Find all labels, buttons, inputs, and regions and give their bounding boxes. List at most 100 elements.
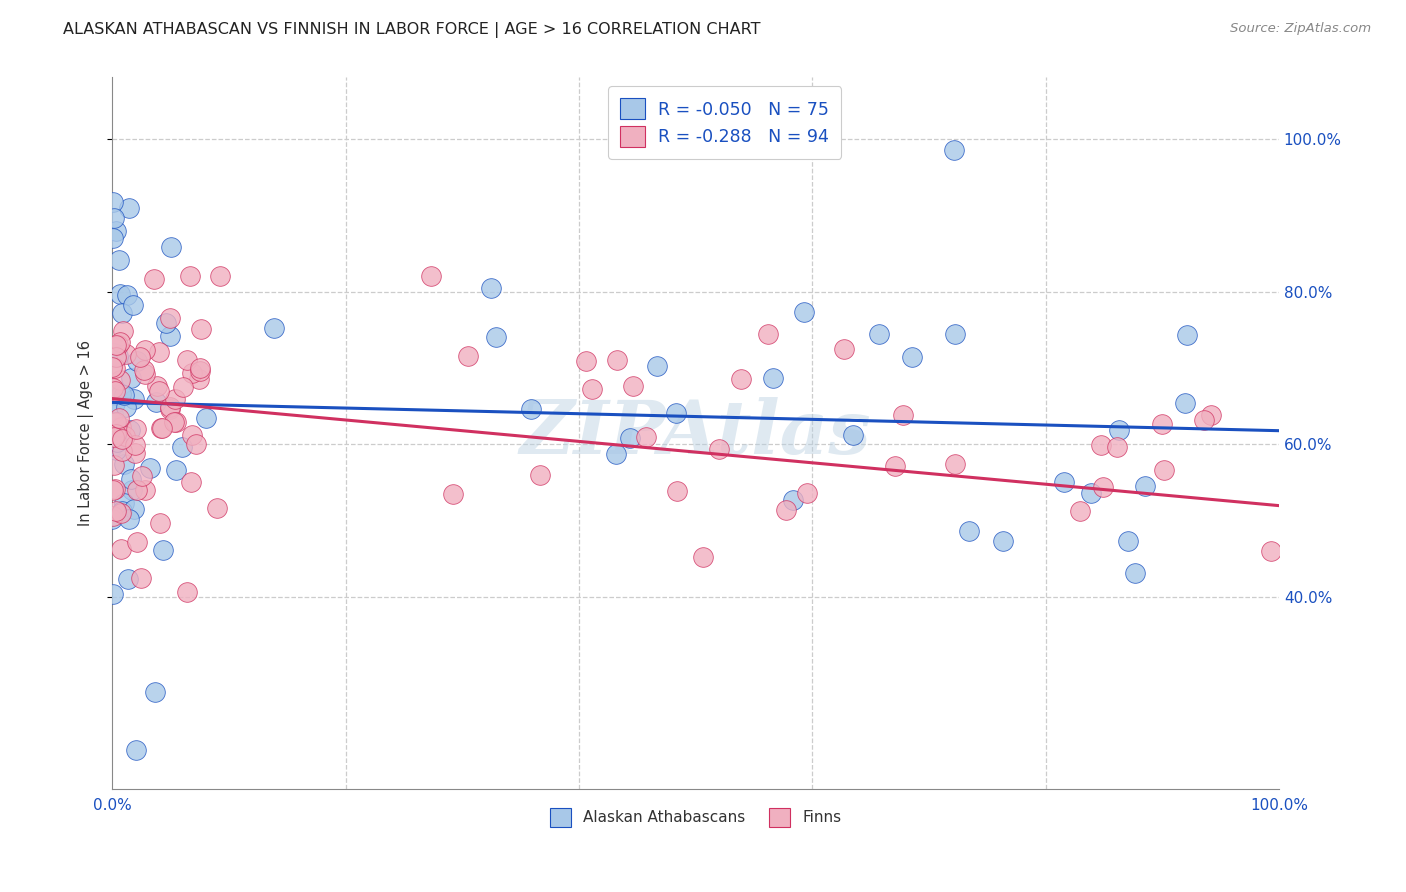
Point	[101, 381, 124, 395]
Point	[134, 367, 156, 381]
Point	[1108, 423, 1130, 437]
Point	[692, 549, 714, 564]
Point	[103, 458, 125, 473]
Point	[110, 542, 132, 557]
Point	[134, 483, 156, 497]
Point	[520, 401, 543, 416]
Point	[111, 433, 134, 447]
Point	[775, 503, 797, 517]
Point	[181, 367, 204, 381]
Point	[122, 298, 145, 312]
Text: ZIPAtlas: ZIPAtlas	[520, 397, 872, 469]
Point	[160, 240, 183, 254]
Point	[529, 468, 551, 483]
Point	[165, 463, 187, 477]
Point	[104, 384, 127, 398]
Point	[105, 415, 128, 429]
Point	[155, 316, 177, 330]
Point	[104, 483, 127, 497]
Point	[114, 347, 136, 361]
Point	[1105, 441, 1128, 455]
Point	[190, 322, 212, 336]
Point	[101, 440, 124, 454]
Point	[124, 437, 146, 451]
Text: Source: ZipAtlas.com: Source: ZipAtlas.com	[1230, 22, 1371, 36]
Point	[606, 353, 628, 368]
Point	[575, 354, 598, 368]
Point	[114, 401, 136, 415]
Point	[110, 506, 132, 520]
Point	[1091, 480, 1114, 494]
Point	[105, 351, 128, 365]
Point	[842, 428, 865, 442]
Point	[104, 443, 127, 458]
Point	[101, 360, 124, 375]
Point	[101, 387, 124, 401]
Point	[112, 458, 135, 472]
Point	[943, 457, 966, 471]
Point	[621, 379, 644, 393]
Point	[108, 411, 131, 425]
Point	[110, 387, 132, 401]
Point	[143, 272, 166, 286]
Point	[101, 587, 124, 601]
Point	[143, 685, 166, 699]
Point	[1090, 438, 1112, 452]
Y-axis label: In Labor Force | Age > 16: In Labor Force | Age > 16	[79, 340, 94, 526]
Point	[1199, 408, 1222, 422]
Point	[107, 350, 129, 364]
Point	[149, 516, 172, 530]
Point	[1174, 396, 1197, 410]
Point	[605, 447, 627, 461]
Point	[128, 350, 150, 364]
Point	[188, 364, 211, 378]
Point	[104, 504, 127, 518]
Point	[179, 475, 201, 489]
Point	[186, 436, 208, 450]
Point	[1260, 543, 1282, 558]
Point	[707, 442, 730, 457]
Point	[188, 360, 211, 375]
Point	[756, 327, 779, 342]
Point	[111, 306, 134, 320]
Point	[134, 343, 156, 357]
Point	[120, 472, 142, 486]
Point	[205, 501, 228, 516]
Point	[115, 287, 138, 301]
Point	[112, 496, 135, 510]
Point	[1123, 566, 1146, 581]
Point	[868, 326, 890, 341]
Point	[127, 354, 149, 368]
Point	[159, 329, 181, 343]
Point	[162, 415, 184, 429]
Point	[484, 330, 506, 344]
Point	[111, 432, 134, 446]
Point	[108, 334, 131, 349]
Point	[1192, 413, 1215, 427]
Point	[263, 320, 285, 334]
Point	[107, 338, 129, 352]
Point	[125, 483, 148, 497]
Point	[1153, 462, 1175, 476]
Point	[104, 338, 127, 352]
Point	[159, 311, 181, 326]
Text: ALASKAN ATHABASCAN VS FINNISH IN LABOR FORCE | AGE > 16 CORRELATION CHART: ALASKAN ATHABASCAN VS FINNISH IN LABOR F…	[63, 22, 761, 38]
Point	[884, 459, 907, 474]
Point	[1069, 504, 1091, 518]
Point	[891, 408, 914, 422]
Point	[993, 534, 1015, 549]
Point	[120, 371, 142, 385]
Point	[1150, 417, 1173, 431]
Point	[1177, 328, 1199, 343]
Point	[176, 353, 198, 368]
Point	[181, 427, 204, 442]
Point	[132, 363, 155, 377]
Point	[103, 346, 125, 360]
Point	[112, 324, 135, 338]
Point	[122, 501, 145, 516]
Point	[152, 543, 174, 558]
Point	[104, 361, 127, 376]
Point	[172, 380, 194, 394]
Point	[114, 429, 136, 443]
Point	[125, 534, 148, 549]
